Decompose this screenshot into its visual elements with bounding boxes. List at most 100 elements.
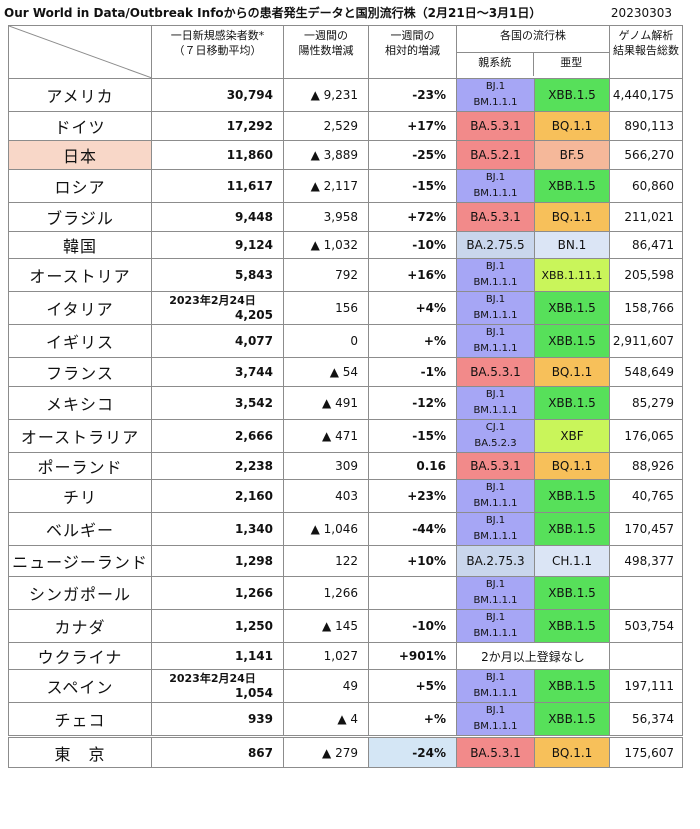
country-name: イタリア — [8, 291, 152, 325]
genome-total-value: 60,860 — [609, 169, 683, 203]
country-name: カナダ — [8, 609, 152, 643]
weekly-change-value: ▲ 4 — [283, 702, 369, 737]
table-row: 日本 11,860 ▲ 3,889 -25% BA.5.2.1 BF.5 566,270 — [8, 140, 683, 170]
new-cases-value: 3,542 — [151, 386, 284, 420]
weekly-change-value: ▲ 145 — [283, 609, 369, 643]
genome-total-value: 176,065 — [609, 419, 683, 453]
parent-lineage-cell: BJ.1 BM.1.1.1 — [456, 479, 535, 513]
table-row: フランス 3,744 ▲ 54 -1% BA.5.3.1 BQ.1.1 548,649 — [8, 357, 683, 387]
parent-lineage-label: BM.1.1.1 — [473, 343, 518, 354]
table-row: ドイツ 17,292 2,529 +17% BA.5.3.1 BQ.1.1 890,113 — [8, 111, 683, 141]
parent-lineage-label: BM.1.1.1 — [473, 188, 518, 199]
parent-lineage-label: BJ.1 — [485, 482, 506, 493]
parent-lineage-label: BJ.1 — [485, 515, 506, 526]
weekly-change-value: 1,027 — [283, 642, 369, 670]
parent-lineage-cell: BJ.1 BM.1.1.1 — [456, 386, 535, 420]
parent-lineage-label: BJ.1 — [485, 261, 506, 272]
relative-change-value: +4% — [368, 291, 457, 325]
relative-change-value: -10% — [368, 609, 457, 643]
country-name: スペイン — [8, 669, 152, 703]
parent-lineage-cell: BJ.1 BM.1.1.1 — [456, 669, 535, 703]
subtype-cell: XBB.1.5 — [534, 386, 610, 420]
country-name: ドイツ — [8, 111, 152, 141]
relative-change-value: -10% — [368, 231, 457, 259]
relative-change-value: -24% — [368, 736, 457, 768]
table-row: ロシア 11,617 ▲ 2,117 -15% BJ.1 BM.1.1.1 XBB.1.5 6… — [8, 169, 683, 203]
new-cases-value: 1,298 — [151, 545, 284, 577]
parent-lineage-label: BA.5.2.3 — [474, 438, 517, 449]
subtype-cell: XBB.1.5 — [534, 609, 610, 643]
new-cases-value: 1,141 — [151, 642, 284, 670]
parent-lineage-cell: BA.5.3.1 — [456, 202, 535, 232]
relative-change-value: +23% — [368, 479, 457, 513]
genome-total-value — [609, 576, 683, 610]
parent-lineage-label: BJ.1 — [485, 612, 506, 623]
cases-date-note: 2023年2月24日 — [169, 294, 256, 307]
header-strains-label: 各国の流行株 — [457, 26, 609, 53]
subtype-cell: XBB.1.5 — [534, 576, 610, 610]
new-cases-value: 4,205 — [235, 308, 273, 322]
subtype-cell: XBB.1.5 — [534, 512, 610, 546]
new-cases-value: 11,617 — [151, 169, 284, 203]
table-row: イタリア 2023年2月24日 4,205 156 +4% BJ.1 BM.1.1.1 XBB… — [8, 291, 683, 325]
country-name: ポーランド — [8, 452, 152, 480]
weekly-change-value: ▲ 491 — [283, 386, 369, 420]
table-row: チェコ 939 ▲ 4 +% BJ.1 BM.1.1.1 XBB.1.5 56,374 — [8, 702, 683, 737]
subtype-cell: BQ.1.1 — [534, 202, 610, 232]
parent-lineage-cell: BA.5.3.1 — [456, 111, 535, 141]
relative-change-value: +16% — [368, 258, 457, 292]
genome-total-value: 4,440,175 — [609, 78, 683, 112]
parent-lineage-cell: BJ.1 BM.1.1.1 — [456, 512, 535, 546]
parent-lineage-cell: BA.5.3.1 — [456, 357, 535, 387]
country-name: オーストラリア — [8, 419, 152, 453]
table-row: イギリス 4,077 0 +% BJ.1 BM.1.1.1 XBB.1.5 2,911,607 — [8, 324, 683, 358]
country-name: イギリス — [8, 324, 152, 358]
genome-total-value: 86,471 — [609, 231, 683, 259]
parent-lineage-label: BA.5.3.1 — [470, 365, 521, 379]
relative-change-value: 0.16 — [368, 452, 457, 480]
genome-total-value: 498,377 — [609, 545, 683, 577]
country-name: ニュージーランド — [8, 545, 152, 577]
weekly-change-value: 403 — [283, 479, 369, 513]
new-cases-value: 11,860 — [151, 140, 284, 170]
new-cases-value: 4,077 — [151, 324, 284, 358]
header-new-cases: 一日新規感染者数* （７日移動平均） — [151, 25, 284, 79]
page-title: Our World in Data/Outbreak Infoからの患者発生デー… — [4, 6, 542, 20]
new-cases-value: 1,266 — [151, 576, 284, 610]
parent-lineage-label: BJ.1 — [485, 579, 506, 590]
genome-total-value: 211,021 — [609, 202, 683, 232]
genome-total-value: 503,754 — [609, 609, 683, 643]
table-row: オーストリア 5,843 792 +16% BJ.1 BM.1.1.1 XBB.1.11.1… — [8, 258, 683, 292]
header-weekly-change: 一週間の 陽性数増減 — [283, 25, 369, 79]
relative-change-value: -1% — [368, 357, 457, 387]
parent-lineage-cell: BA.5.2.1 — [456, 140, 535, 170]
subtype-cell: CH.1.1 — [534, 545, 610, 577]
new-cases-value: 2,238 — [151, 452, 284, 480]
table-row: カナダ 1,250 ▲ 145 -10% BJ.1 BM.1.1.1 XBB.1.5 503,… — [8, 609, 683, 643]
new-cases-value: 30,794 — [151, 78, 284, 112]
genome-total-value: 566,270 — [609, 140, 683, 170]
weekly-change-value: 122 — [283, 545, 369, 577]
relative-change-value: -25% — [368, 140, 457, 170]
country-name: 日本 — [8, 140, 152, 170]
new-cases-value: 939 — [151, 702, 284, 737]
parent-lineage-cell: BA.2.75.5 — [456, 231, 535, 259]
relative-change-value — [368, 576, 457, 610]
weekly-change-value: 0 — [283, 324, 369, 358]
subtype-cell: XBB.1.5 — [534, 291, 610, 325]
subtype-cell: BF.5 — [534, 140, 610, 170]
country-name: チリ — [8, 479, 152, 513]
genome-total-value: 890,113 — [609, 111, 683, 141]
country-name: ブラジル — [8, 202, 152, 232]
covid-strain-table: 一日新規感染者数* （７日移動平均） 一週間の 陽性数増減 一週間の 相対的増減… — [8, 25, 683, 768]
header-genome: ゲノム解析 結果報告総数 — [609, 25, 683, 79]
parent-lineage-cell: BJ.1 BM.1.1.1 — [456, 609, 535, 643]
parent-lineage-cell: BA.2.75.3 — [456, 545, 535, 577]
country-name: ウクライナ — [8, 642, 152, 670]
table-row: ニュージーランド 1,298 122 +10% BA.2.75.3 CH.1.1 498,3… — [8, 545, 683, 577]
subtype-cell: BQ.1.1 — [534, 357, 610, 387]
parent-lineage-label: BM.1.1.1 — [473, 531, 518, 542]
parent-lineage-label: BA.2.75.5 — [466, 238, 525, 252]
parent-lineage-label: BM.1.1.1 — [473, 595, 518, 606]
weekly-change-value: ▲ 1,032 — [283, 231, 369, 259]
